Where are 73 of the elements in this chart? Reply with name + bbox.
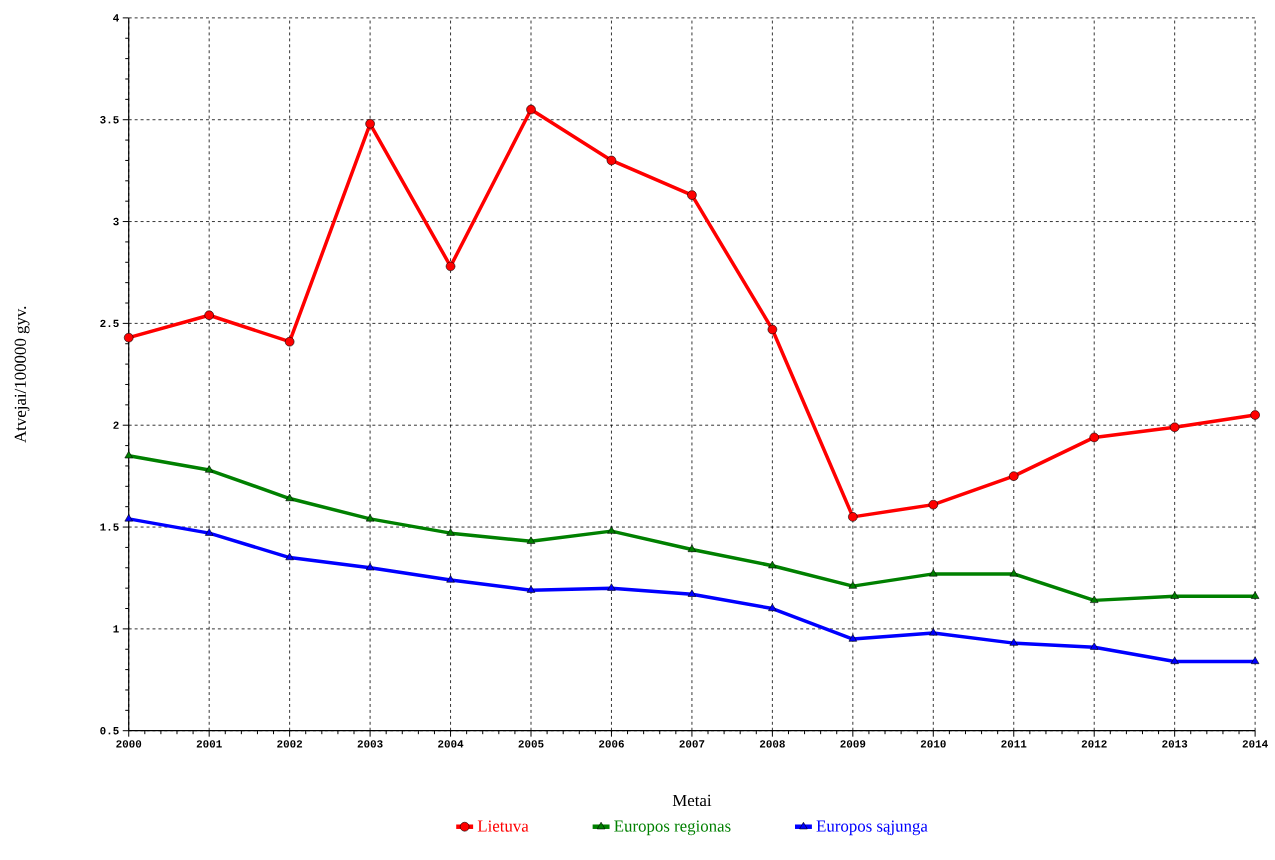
x-tick-label: 2005 [518, 740, 544, 748]
point [929, 569, 938, 577]
point [1170, 591, 1179, 599]
x-tick-label: 2012 [1081, 740, 1107, 748]
x-tick-label: 2008 [759, 740, 785, 748]
point [687, 589, 697, 597]
x-tick-label: 2009 [840, 740, 866, 748]
point [526, 585, 536, 593]
point [123, 332, 134, 343]
point [285, 552, 294, 561]
point [606, 155, 617, 166]
point [1009, 569, 1018, 577]
point [285, 493, 294, 502]
point [929, 628, 938, 636]
point [1089, 432, 1099, 443]
x-axis-title: Metai [672, 794, 712, 807]
y-tick-label: 3 [113, 217, 119, 226]
point [284, 336, 295, 347]
point [768, 560, 777, 569]
point [607, 526, 616, 534]
legend-label: Europos regionas [614, 820, 731, 836]
point [768, 603, 777, 612]
x-tick-label: 2000 [116, 740, 142, 748]
x-tick-label: 2003 [357, 740, 383, 748]
point [1250, 591, 1260, 599]
point [1090, 595, 1099, 603]
point [526, 104, 536, 115]
point [848, 581, 858, 589]
x-tick-label: 2004 [438, 740, 464, 748]
point [928, 499, 939, 510]
point [205, 528, 214, 536]
x-tick-label: 2010 [920, 740, 946, 748]
point [1008, 471, 1019, 481]
point [124, 451, 133, 459]
point [365, 563, 375, 571]
point [1090, 642, 1099, 650]
y-tick-label: 1.5 [100, 523, 119, 531]
legend-label: Europos sąjunga [816, 820, 928, 836]
point [848, 512, 858, 522]
point [1250, 410, 1260, 420]
point [687, 544, 697, 552]
point [204, 310, 214, 321]
y-tick-label: 1 [113, 625, 119, 633]
y-tick-label: 2.5 [100, 319, 119, 328]
x-tick-label: 2006 [599, 740, 624, 748]
y-tick-label: 2 [113, 421, 119, 429]
x-tick-label: 2001 [196, 740, 222, 748]
x-tick-label: 2011 [1001, 740, 1027, 748]
point [767, 324, 778, 335]
y-tick-label: 4 [113, 14, 119, 22]
y-tick-label: 3.5 [100, 116, 119, 124]
point [1250, 656, 1260, 665]
x-tick-label: 2014 [1242, 740, 1268, 748]
point [687, 190, 697, 200]
point [526, 536, 536, 544]
x-tick-label: 2007 [679, 740, 705, 748]
point [445, 261, 456, 272]
point [446, 528, 455, 536]
point [1170, 656, 1179, 665]
y-axis-title: Atvejai/100000 gyv. [14, 306, 30, 443]
point [607, 583, 616, 591]
point [365, 119, 375, 129]
x-tick-label: 2013 [1162, 740, 1188, 748]
x-tick-label: 2002 [277, 740, 303, 748]
point [848, 634, 858, 642]
point [365, 514, 375, 522]
point [1009, 638, 1018, 646]
y-tick-label: 0.5 [100, 727, 119, 735]
point [1169, 422, 1180, 433]
point [446, 575, 455, 583]
point [124, 514, 133, 522]
legend-label: Lietuva [477, 820, 529, 832]
point [205, 465, 214, 473]
